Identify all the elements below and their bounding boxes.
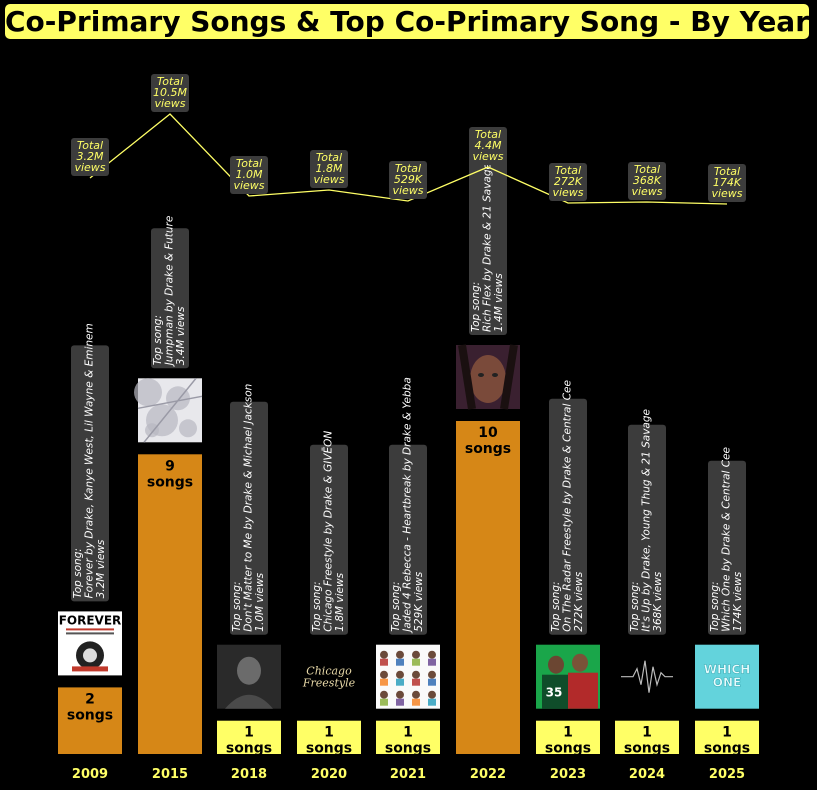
year-label-2009: 2009	[72, 767, 108, 782]
year-label-2018: 2018	[231, 767, 267, 782]
bar-2015	[138, 454, 202, 754]
bar-count-label-2022: 10 songs	[465, 425, 511, 457]
top-song-label-2024: Top song:It's Up by Drake, Young Thug & …	[628, 409, 666, 635]
bar-count-label-2021: 1 songs	[385, 725, 431, 757]
bar-count-label-2025: 1 songs	[704, 725, 750, 757]
year-label-2024: 2024	[629, 767, 665, 782]
cover-art-2022	[456, 344, 520, 410]
svg-text:FOREVER: FOREVER	[59, 613, 122, 627]
bar-2009	[58, 687, 122, 754]
year-label-2022: 2022	[470, 767, 506, 782]
bar-count-label-2009: 2 songs	[67, 691, 113, 723]
svg-text:Top song:On The Radar Freestyl: Top song:On The Radar Freestyle by Drake…	[550, 380, 585, 632]
total-views-label-2015: Total 10.5M views	[151, 74, 189, 112]
year-label-2025: 2025	[709, 767, 745, 782]
svg-text:Top song:Forever by Drake, Kan: Top song:Forever by Drake, Kanye West, L…	[72, 323, 107, 598]
top-song-label-2023: Top song:On The Radar Freestyle by Drake…	[549, 380, 587, 635]
top-song-label-2015: Top song:Jumpman by Drake & Future3.4M v…	[151, 216, 189, 369]
chart-title: Co-Primary Songs & Top Co-Primary Song -…	[4, 5, 810, 38]
bar-2024	[615, 720, 679, 754]
chart-title-box: Co-Primary Songs & Top Co-Primary Song -…	[4, 3, 810, 40]
top-song-label-2009: Top song:Forever by Drake, Kanye West, L…	[71, 323, 109, 602]
top-song-label-2021: Top song:Jaded 4 Rebecca - Heartbreak by…	[389, 377, 427, 635]
cover-art-2023: 35	[536, 644, 600, 709]
top-song-label-2025: Top song:Which One by Drake & Central Ce…	[708, 447, 746, 635]
total-views-label-2020: Total 1.8M views	[310, 150, 348, 188]
bar-2021	[376, 720, 440, 754]
total-views-label-2021: Total 529K views	[389, 161, 427, 199]
cover-art-2018	[217, 644, 281, 709]
total-views-label-2023: Total 272K views	[549, 163, 587, 201]
svg-text:Top song:Don't Matter to Me by: Top song:Don't Matter to Me by Drake & M…	[231, 384, 266, 632]
total-views-label-2024: Total 368K views	[628, 162, 666, 200]
svg-text:Chicago: Chicago	[306, 665, 352, 678]
total-views-label-2022: Total 4.4M views	[469, 127, 507, 165]
top-song-label-2020: Top song:Chicago Freestyle by Drake & GI…	[310, 431, 348, 635]
year-label-2023: 2023	[550, 767, 586, 782]
cover-art-2024	[615, 644, 679, 709]
cover-art-2015	[134, 377, 203, 443]
svg-text:Top song:Rich Flex by Drake &: Top song:Rich Flex by Drake & 21 Savage1…	[470, 163, 505, 332]
total-views-line	[89, 113, 728, 205]
bar-2018	[217, 720, 281, 754]
bar-2020	[297, 720, 361, 754]
top-song-label-2022: Top song:Rich Flex by Drake & 21 Savage1…	[469, 157, 507, 335]
cover-art-2009: FOREVER	[58, 611, 122, 676]
cover-art-2021	[376, 644, 440, 709]
bar-2022	[456, 421, 520, 754]
svg-text:ONE: ONE	[713, 676, 741, 690]
svg-text:Freestyle: Freestyle	[302, 677, 356, 690]
bar-count-label-2015: 9 songs	[147, 458, 193, 490]
total-views-label-2018: Total 1.0M views	[230, 156, 268, 194]
svg-text:Top song:Jaded 4 Rebecca - Hea: Top song:Jaded 4 Rebecca - Heartbreak by…	[390, 377, 425, 633]
year-label-2021: 2021	[390, 767, 426, 782]
bar-2023	[536, 720, 600, 754]
bar-count-label-2024: 1 songs	[624, 725, 670, 757]
svg-text:Top song:Jumpman by Drake & Fu: Top song:Jumpman by Drake & Future3.4M v…	[152, 216, 187, 368]
svg-text:35: 35	[546, 686, 563, 700]
bar-count-label-2023: 1 songs	[545, 725, 591, 757]
svg-text:Top song:Chicago Freestyle by: Top song:Chicago Freestyle by Drake & GI…	[311, 431, 346, 632]
bar-count-label-2020: 1 songs	[306, 725, 352, 757]
bar-2025	[695, 720, 759, 754]
total-views-label-2025: Total 174K views	[708, 164, 746, 202]
year-label-2015: 2015	[152, 767, 188, 782]
svg-text:Top song:It's Up by Drake, You: Top song:It's Up by Drake, Young Thug & …	[629, 409, 664, 632]
top-song-label-2018: Top song:Don't Matter to Me by Drake & M…	[230, 384, 268, 635]
svg-text:WHICH: WHICH	[704, 663, 751, 677]
svg-text:Top song:Which One by Drake &: Top song:Which One by Drake & Central Ce…	[709, 447, 744, 632]
total-views-label-2009: Total 3.2M views	[71, 138, 109, 176]
bar-count-label-2018: 1 songs	[226, 725, 272, 757]
year-label-2020: 2020	[311, 767, 347, 782]
